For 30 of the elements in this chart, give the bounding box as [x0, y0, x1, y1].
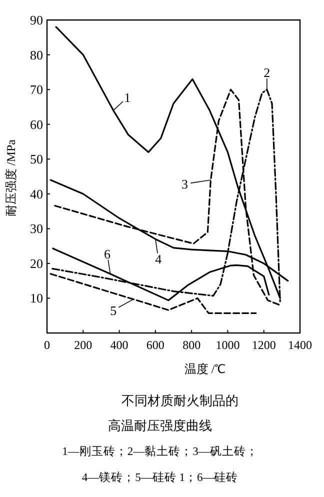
y-tick-label: 50: [30, 152, 43, 167]
annotation: 5: [110, 302, 117, 318]
x-tick-label: 0: [44, 338, 50, 352]
y-axis-title: 耐压强度 /MPa: [4, 138, 18, 217]
x-tick-label: 1200: [252, 338, 276, 352]
y-tick-label: 20: [30, 256, 43, 271]
text: 4—镁砖；5—硅砖 1；6—硅砖: [82, 471, 238, 484]
x-tick-label: 400: [110, 338, 128, 352]
x-tick-label: 1400: [288, 338, 312, 352]
y-tick-label: 80: [30, 47, 43, 62]
y-tick-label: 70: [30, 82, 43, 98]
text: 高温耐压强度曲线: [108, 418, 212, 433]
annotation: 6: [104, 246, 111, 262]
x-tick-label: 600: [146, 338, 164, 352]
text: 不同材质耐火制品的: [122, 393, 238, 408]
y-tick-label: 40: [30, 186, 43, 202]
y-tick-label: 30: [30, 221, 43, 236]
x-tick-label: 1000: [216, 338, 240, 352]
y-tick-label: 90: [30, 12, 43, 28]
line-series: [50, 273, 257, 314]
x-axis-title: 温度 /℃: [184, 362, 226, 376]
annotation: 1: [124, 90, 131, 105]
x-tick-label: 200: [74, 338, 92, 352]
annotation: 2: [264, 65, 270, 80]
y-tick-label: 10: [30, 290, 43, 306]
x-tick-label: 800: [182, 338, 201, 352]
y-tick-label: 60: [30, 116, 43, 132]
annotation: 4: [155, 252, 162, 267]
text: 1—刚玉砖；2—黏土砖；3—矾土砖；: [62, 445, 258, 458]
annotation: 3: [181, 176, 188, 192]
